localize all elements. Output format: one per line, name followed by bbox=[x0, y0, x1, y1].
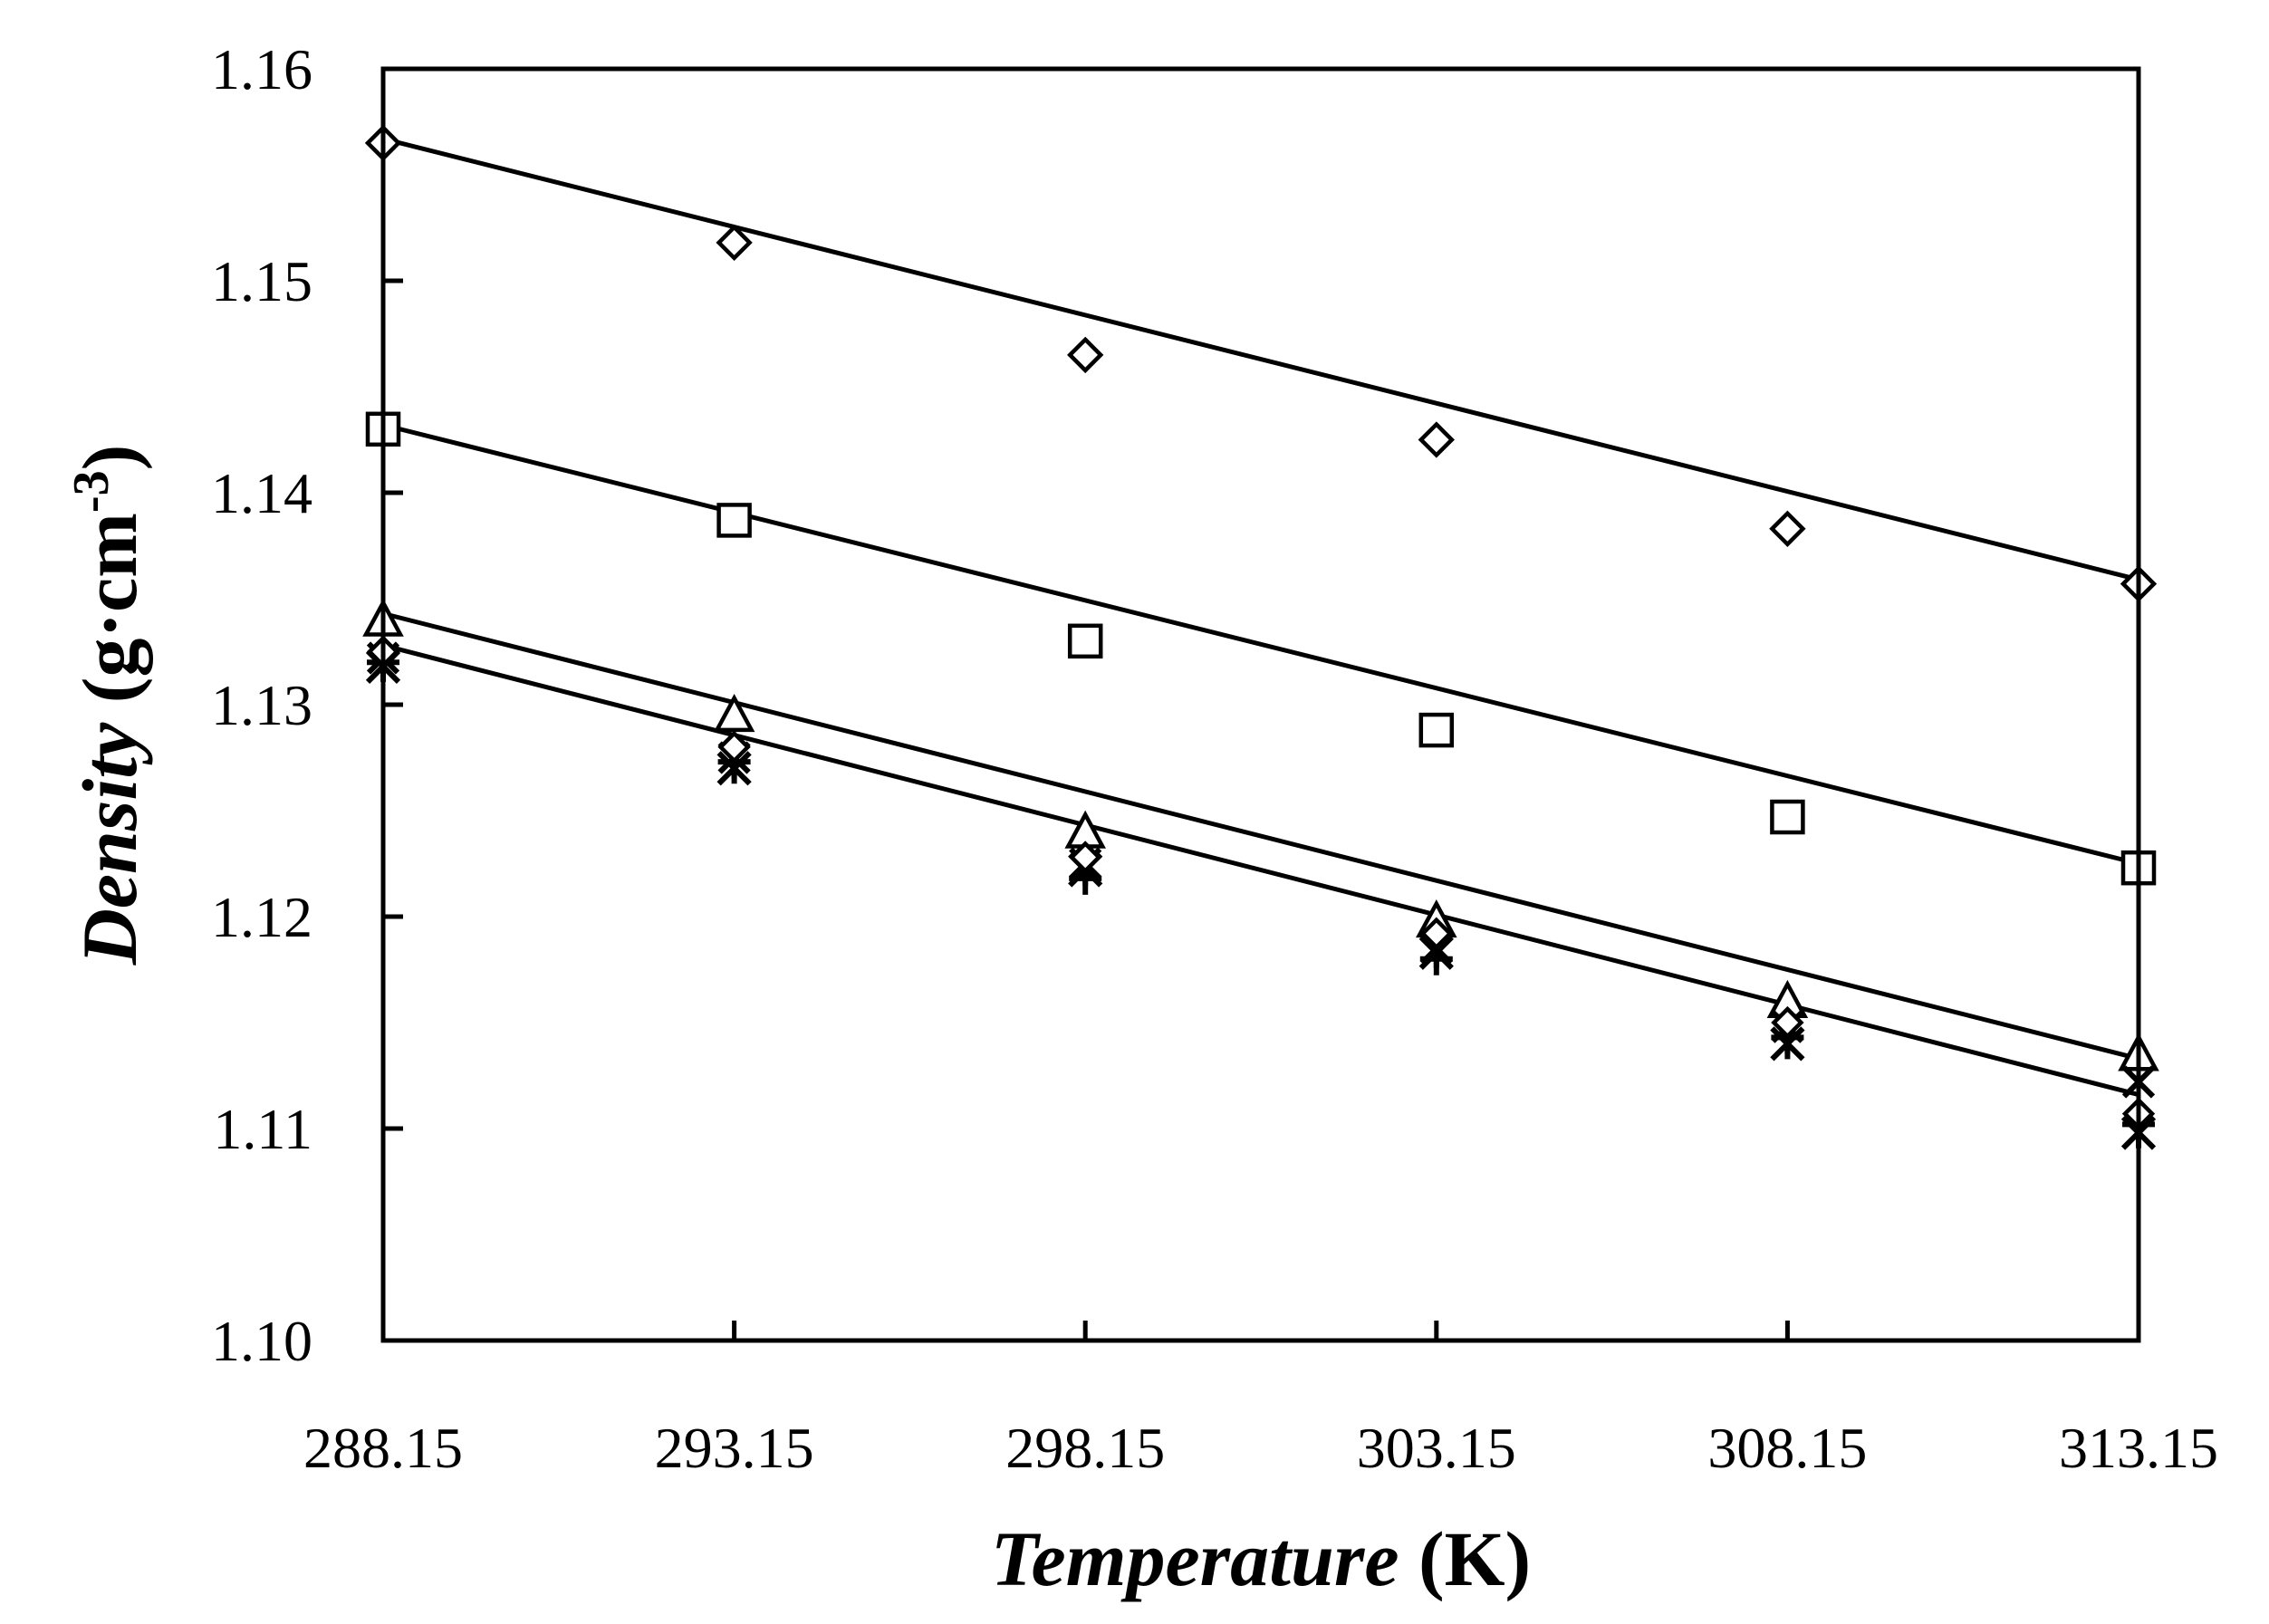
y-tick-label: 1.10 bbox=[211, 1309, 312, 1373]
data-point-diamond bbox=[716, 224, 753, 262]
y-axis-title-italic: Density bbox=[66, 722, 153, 966]
x-tick-label: 288.15 bbox=[303, 1416, 463, 1480]
data-point-diamond bbox=[1418, 421, 1455, 458]
chart-marks bbox=[362, 124, 2159, 1150]
y-axis-title: Density (g·cm-3) bbox=[63, 445, 153, 966]
y-tick-labels: 1.10 1.11 1.12 1.13 1.14 1.15 1.16 bbox=[211, 37, 312, 1373]
x-tick-label: 298.15 bbox=[1005, 1416, 1165, 1480]
data-point-diamond-small bbox=[1419, 917, 1453, 950]
x-tick-label: 293.15 bbox=[655, 1416, 814, 1480]
y-axis-title-unit: (g·cm bbox=[66, 513, 153, 723]
data-point-diamond-small bbox=[1069, 841, 1102, 874]
series-cross bbox=[382, 643, 2139, 1097]
y-tick-label: 1.14 bbox=[211, 461, 312, 525]
data-point-diamond-small bbox=[1771, 1005, 1804, 1040]
plot-area-frame bbox=[380, 66, 2141, 1343]
y-tick-label: 1.15 bbox=[211, 249, 312, 313]
data-point-square bbox=[1770, 799, 1805, 835]
x-tick-labels: 288.15 293.15 298.15 303.15 308.15 313.15 bbox=[303, 1416, 2218, 1480]
x-axis-title: Temperature (K) bbox=[991, 1515, 1531, 1602]
axis-ticks bbox=[380, 66, 2141, 1343]
y-tick-label: 1.13 bbox=[211, 673, 312, 737]
y-tick-label: 1.11 bbox=[213, 1097, 312, 1161]
x-axis-title-unit: (K) bbox=[1399, 1515, 1532, 1602]
data-point-triangle bbox=[713, 693, 755, 733]
x-tick-label: 303.15 bbox=[1357, 1416, 1516, 1480]
points-diamond bbox=[364, 124, 2158, 602]
points-star bbox=[365, 649, 2157, 1150]
series-triangle bbox=[382, 610, 2139, 1062]
y-tick-label: 1.16 bbox=[211, 37, 312, 101]
fit-line-triangle bbox=[382, 610, 2139, 1062]
fit-line-diamond bbox=[382, 136, 2139, 582]
series-diamond bbox=[382, 136, 2139, 582]
data-point-diamond bbox=[1067, 336, 1104, 374]
data-point-square bbox=[1067, 623, 1103, 659]
x-axis-title-italic: Temperature bbox=[991, 1515, 1399, 1602]
series-square bbox=[382, 422, 2139, 866]
x-tick-label: 308.15 bbox=[1707, 1416, 1867, 1480]
y-axis-title-sup: -3 bbox=[63, 470, 120, 513]
data-point-diamond-small bbox=[717, 730, 751, 764]
data-point-square bbox=[716, 503, 752, 538]
data-point-square bbox=[1418, 712, 1455, 748]
points-plus bbox=[367, 646, 2155, 1141]
y-tick-label: 1.12 bbox=[211, 885, 312, 949]
fit-line-cross bbox=[382, 643, 2139, 1097]
x-tick-label: 313.15 bbox=[2059, 1416, 2218, 1480]
points-square bbox=[365, 411, 2157, 886]
y-axis-title-close: ) bbox=[66, 445, 153, 471]
data-point-diamond bbox=[1769, 510, 1806, 547]
fit-line-square bbox=[382, 422, 2139, 866]
